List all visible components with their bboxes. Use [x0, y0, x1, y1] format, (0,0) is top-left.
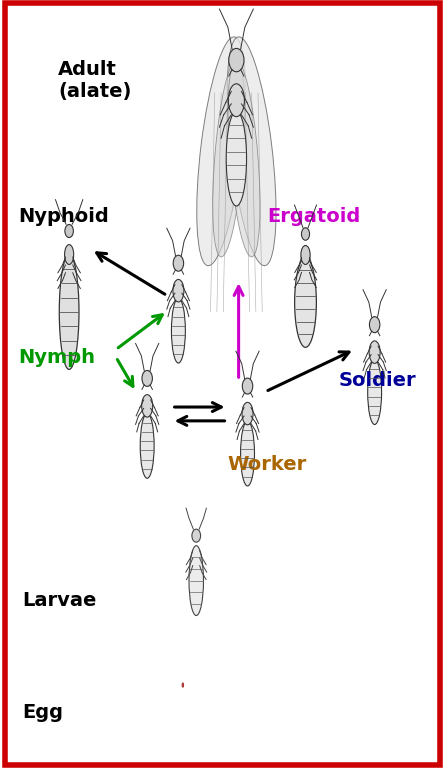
Ellipse shape: [228, 84, 244, 117]
Ellipse shape: [228, 60, 260, 257]
Ellipse shape: [240, 421, 255, 486]
Ellipse shape: [369, 341, 380, 363]
Ellipse shape: [213, 60, 245, 257]
Ellipse shape: [301, 228, 310, 240]
Ellipse shape: [189, 545, 203, 616]
Ellipse shape: [229, 48, 244, 71]
Ellipse shape: [301, 246, 310, 264]
Ellipse shape: [182, 683, 184, 687]
Ellipse shape: [65, 244, 74, 264]
Ellipse shape: [171, 298, 186, 363]
Text: Adult
(alate): Adult (alate): [58, 60, 132, 101]
Ellipse shape: [192, 529, 201, 542]
Ellipse shape: [242, 402, 253, 425]
Ellipse shape: [197, 37, 245, 266]
Text: Ergatoid: Ergatoid: [268, 207, 361, 226]
Ellipse shape: [142, 370, 153, 386]
Ellipse shape: [369, 316, 380, 333]
Ellipse shape: [227, 37, 276, 266]
Ellipse shape: [368, 359, 382, 425]
Ellipse shape: [173, 255, 184, 271]
Text: Nyphoid: Nyphoid: [18, 207, 108, 226]
Text: Nymph: Nymph: [18, 348, 95, 366]
Ellipse shape: [65, 224, 74, 237]
Ellipse shape: [142, 395, 153, 417]
Ellipse shape: [226, 111, 247, 206]
Text: Larvae: Larvae: [22, 591, 97, 610]
Ellipse shape: [173, 280, 184, 302]
Text: Worker: Worker: [227, 455, 307, 474]
Text: Soldier: Soldier: [339, 371, 417, 389]
Ellipse shape: [242, 378, 253, 394]
Ellipse shape: [59, 254, 79, 369]
Ellipse shape: [295, 257, 316, 347]
Ellipse shape: [140, 413, 154, 478]
Text: Egg: Egg: [22, 703, 63, 722]
